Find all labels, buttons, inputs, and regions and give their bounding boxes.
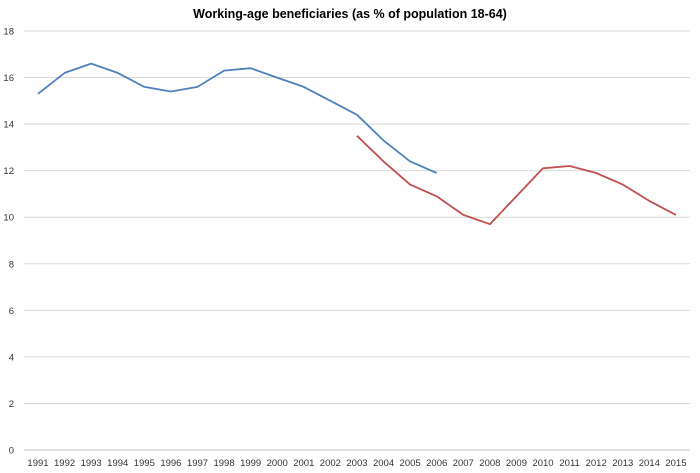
x-tick-label: 2009 (506, 458, 527, 469)
x-tick-label: 2004 (373, 458, 394, 469)
x-tick-label: 1997 (187, 458, 208, 469)
x-tick-label: 2010 (532, 458, 553, 469)
x-tick-label: 2003 (346, 458, 367, 469)
x-tick-label: 1994 (107, 458, 128, 469)
y-tick-label: 10 (3, 213, 14, 224)
x-tick-label: 2013 (612, 458, 633, 469)
gridlines (24, 30, 690, 404)
x-axis-ticks: 1991 1992 1993 1994 1995 1996 1997 1998 1999 2000… (27, 458, 686, 469)
y-tick-label: 0 (9, 446, 14, 457)
y-tick-label: 14 (3, 120, 14, 131)
series-lines (37, 62, 677, 226)
x-tick-label: 1996 (160, 458, 181, 469)
x-tick-label: 2011 (559, 458, 579, 469)
series-line-1 (37, 62, 438, 174)
x-tick-label: 1999 (240, 458, 261, 469)
y-tick-label: 8 (9, 259, 14, 270)
x-tick-label: 1998 (213, 458, 234, 469)
x-tick-label: 2002 (320, 458, 341, 469)
y-tick-label: 4 (9, 352, 14, 363)
y-tick-label: 2 (9, 399, 14, 410)
x-tick-label: 1991 (27, 458, 48, 469)
y-tick-label: 18 (3, 27, 14, 38)
y-tick-label: 6 (9, 306, 14, 317)
y-tick-label: 12 (3, 166, 14, 177)
x-tick-label: 1992 (54, 458, 75, 469)
x-tick-label: 2006 (426, 458, 447, 469)
x-tick-label: 2005 (400, 458, 421, 469)
x-tick-label: 2014 (639, 458, 660, 469)
series-line-2 (356, 135, 677, 226)
x-tick-label: 2007 (453, 458, 474, 469)
x-tick-label: 2000 (267, 458, 288, 469)
x-tick-label: 2008 (479, 458, 500, 469)
x-tick-label: 2012 (586, 458, 607, 469)
y-tick-label: 16 (3, 73, 14, 84)
x-tick-label: 2015 (665, 458, 686, 469)
y-axis-ticks: 0 2 4 6 8 10 12 14 16 18 (3, 27, 14, 457)
chart-title: Working-age beneficiaries (as % of popul… (193, 7, 507, 21)
x-tick-label: 2001 (293, 458, 314, 469)
x-tick-label: 1995 (134, 458, 155, 469)
x-tick-label: 1993 (81, 458, 102, 469)
